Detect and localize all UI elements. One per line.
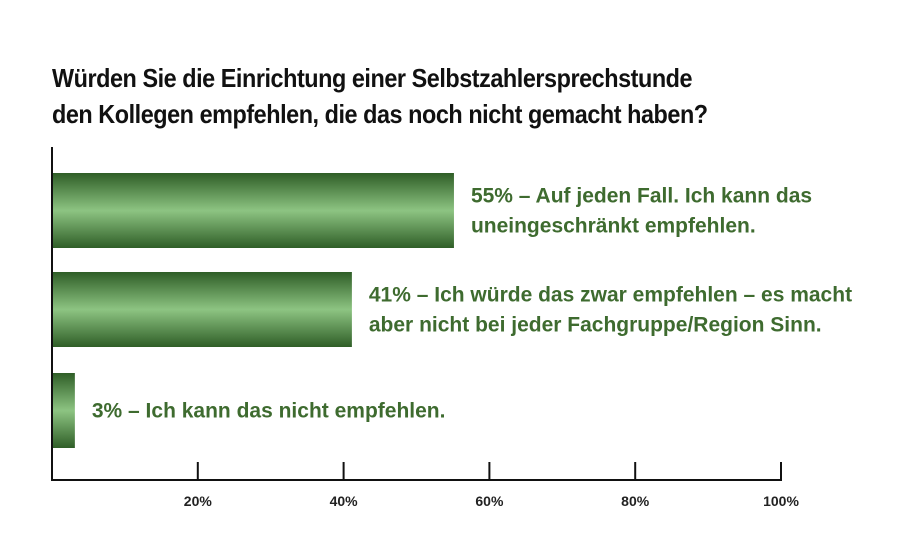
x-tick-label-0: 20% (184, 493, 213, 509)
bar-label-2-line-0: 3% – Ich kann das nicht empfehlen. (92, 400, 446, 423)
x-tick-label-1: 40% (330, 493, 359, 509)
chart-x-ticks: 20% 40% 60% 80% 100% (184, 462, 799, 509)
bar-label-0-line-0: 55% – Auf jeden Fall. Ich kann das (471, 185, 812, 208)
x-tick-label-4: 100% (763, 493, 799, 509)
bar-2 (53, 373, 75, 448)
bar-label-0: 55% – Auf jeden Fall. Ich kann das uneing… (471, 185, 812, 238)
chart-title-line-1: Würden Sie die Einrichtung einer Selbstz… (52, 63, 693, 93)
chart-title: Würden Sie die Einrichtung einer Selbstz… (52, 60, 826, 132)
bar-label-0-line-1: uneingeschränkt empfehlen. (471, 215, 756, 238)
bar-label-1-line-1: aber nicht bei jeder Fachgruppe/Region S… (369, 314, 822, 337)
bar-label-1-line-0: 41% – Ich würde das zwar empfehlen – es … (369, 284, 852, 307)
bar-0 (53, 173, 454, 248)
bar-label-1: 41% – Ich würde das zwar empfehlen – es … (369, 284, 852, 337)
x-tick-label-3: 80% (621, 493, 650, 509)
chart-axes (51, 147, 782, 481)
chart-bar-labels: 55% – Auf jeden Fall. Ich kann das uneing… (92, 185, 852, 423)
chart-title-line-2: den Kollegen empfehlen, die das noch nic… (52, 99, 708, 129)
chart-bars (53, 173, 454, 448)
bar-1 (53, 272, 352, 347)
x-tick-label-2: 60% (475, 493, 504, 509)
bar-label-2: 3% – Ich kann das nicht empfehlen. (92, 400, 446, 423)
